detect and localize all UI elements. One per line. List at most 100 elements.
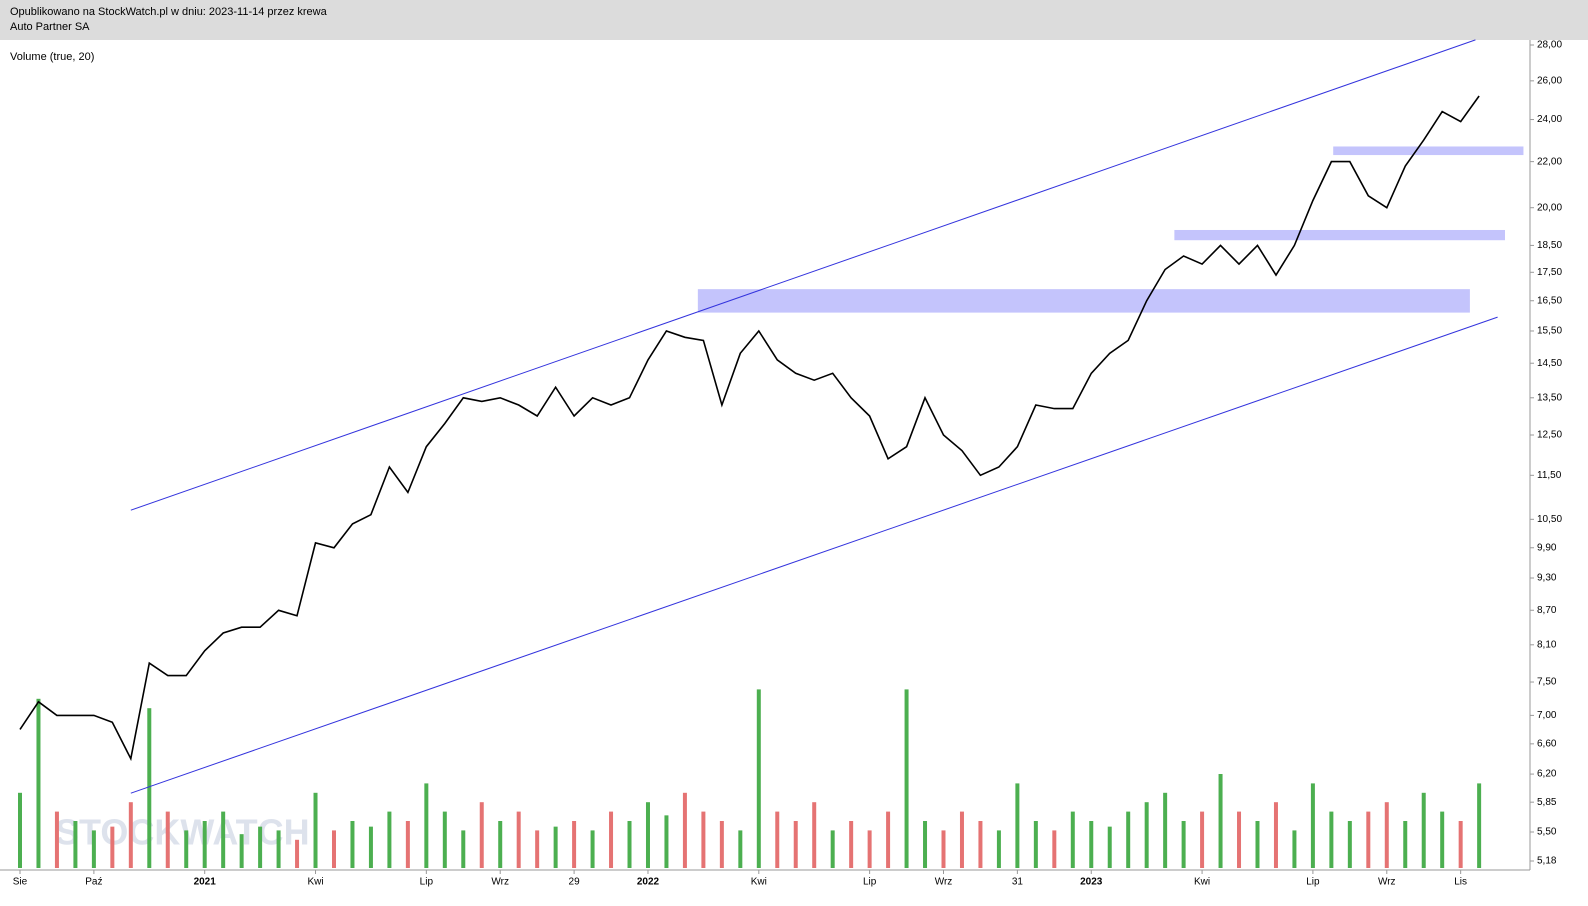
volume-bar <box>1218 774 1223 868</box>
y-tick-label: 14,50 <box>1537 358 1562 369</box>
volume-bar <box>1273 802 1278 868</box>
y-tick-label: 5,18 <box>1537 856 1557 867</box>
x-tick-label: Lip <box>1306 877 1320 888</box>
volume-bar <box>1347 821 1352 868</box>
volume-bar <box>590 830 595 868</box>
chart-title: Auto Partner SA <box>10 21 90 33</box>
header-text: Opublikowano na StockWatch.pl w dniu: 20… <box>10 6 328 18</box>
y-tick-label: 5,50 <box>1537 827 1557 838</box>
zone <box>697 289 1470 313</box>
volume-bar <box>627 821 632 868</box>
header-band <box>0 0 1588 40</box>
volume-bar <box>1181 821 1186 868</box>
y-tick-label: 9,90 <box>1537 542 1557 553</box>
y-tick-label: 16,50 <box>1537 295 1562 306</box>
volume-bar <box>959 811 964 868</box>
volume-bar <box>1200 811 1205 868</box>
volume-bar <box>1366 811 1371 868</box>
volume-bar <box>1126 811 1131 868</box>
volume-bar <box>1237 811 1242 868</box>
y-tick-label: 7,50 <box>1537 677 1557 688</box>
volume-bar <box>1310 783 1315 868</box>
x-tick-label: 2021 <box>194 877 217 888</box>
volume-bar <box>258 826 263 868</box>
volume-bar <box>350 821 355 868</box>
x-tick-label: Sie <box>13 877 28 888</box>
volume-bar <box>110 826 115 868</box>
volume-bar <box>978 821 983 868</box>
watermark: STOCKWATCH <box>55 812 310 853</box>
x-tick-label: 2023 <box>1080 877 1103 888</box>
volume-bar <box>682 792 687 868</box>
x-tick-label: Paź <box>85 877 102 888</box>
volume-bar <box>1421 792 1426 868</box>
x-tick-label: Kwi <box>751 877 767 888</box>
volume-bar <box>1477 783 1482 868</box>
y-tick-label: 7,00 <box>1537 710 1557 721</box>
volume-bar <box>405 821 410 868</box>
volume-bar <box>1440 811 1445 868</box>
channel-line <box>130 39 1476 511</box>
volume-bar <box>91 830 96 868</box>
volume-bar <box>1458 821 1463 868</box>
volume-bar <box>147 708 152 868</box>
volume-bar <box>1015 783 1020 868</box>
x-tick-label: 31 <box>1012 877 1024 888</box>
volume-bar <box>923 821 928 868</box>
y-tick-label: 18,50 <box>1537 240 1562 251</box>
x-tick-label: Lip <box>863 877 877 888</box>
volume-bar <box>1052 830 1057 868</box>
volume-bar <box>424 783 429 868</box>
volume-bar <box>1255 821 1260 868</box>
volume-bar <box>1033 821 1038 868</box>
volume-bar <box>756 689 761 868</box>
y-tick-label: 6,60 <box>1537 738 1557 749</box>
volume-bar <box>996 830 1001 868</box>
volume-bar <box>165 811 170 868</box>
y-tick-label: 11,50 <box>1537 470 1562 481</box>
y-tick-label: 22,00 <box>1537 156 1562 167</box>
volume-bar <box>941 830 946 868</box>
volume-bar <box>313 792 318 868</box>
zone <box>1174 229 1505 241</box>
zone <box>1333 146 1524 156</box>
y-tick-label: 20,00 <box>1537 202 1562 213</box>
volume-bar <box>73 821 78 868</box>
volume-bar <box>849 821 854 868</box>
y-tick-label: 8,10 <box>1537 639 1557 650</box>
x-tick-label: Lis <box>1454 877 1467 888</box>
volume-bar <box>202 821 207 868</box>
volume-bar <box>442 811 447 868</box>
volume-bar <box>775 811 780 868</box>
volume-bar <box>645 802 650 868</box>
volume-bar <box>701 811 706 868</box>
volume-bar <box>221 811 226 868</box>
volume-bar <box>295 839 300 868</box>
volume-bar <box>1070 811 1075 868</box>
volume-bar <box>461 830 466 868</box>
y-tick-label: 12,50 <box>1537 430 1562 441</box>
volume-bar <box>1403 821 1408 868</box>
volume-bar <box>54 811 59 868</box>
volume-bar <box>1107 826 1112 868</box>
volume-bar <box>793 821 798 868</box>
price-line <box>19 95 1480 762</box>
volume-bar <box>664 815 669 868</box>
volume-bar <box>184 830 189 868</box>
volume-bar <box>904 689 909 868</box>
y-tick-label: 9,30 <box>1537 573 1557 584</box>
x-tick-label: Wrz <box>935 877 953 888</box>
volume-bar <box>18 792 22 868</box>
volume-bar <box>812 802 817 868</box>
volume-bar <box>572 821 577 868</box>
x-tick-label: 29 <box>569 877 581 888</box>
volume-bar <box>1089 821 1094 868</box>
y-tick-label: 10,50 <box>1537 514 1562 525</box>
x-tick-label: Kwi <box>1194 877 1210 888</box>
volume-bar <box>1292 830 1297 868</box>
y-tick-label: 13,50 <box>1537 392 1562 403</box>
volume-bar <box>128 802 133 868</box>
volume-bar <box>36 698 41 868</box>
